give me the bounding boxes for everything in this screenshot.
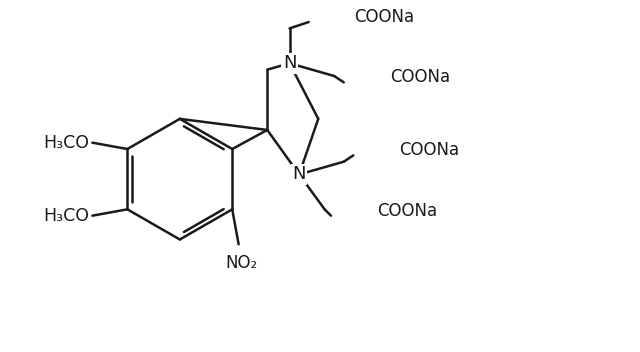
Text: H₃CO: H₃CO xyxy=(43,207,89,225)
Text: NO₂: NO₂ xyxy=(226,254,258,272)
Text: COONa: COONa xyxy=(377,202,437,220)
Text: H₃CO: H₃CO xyxy=(43,134,89,152)
Text: COONa: COONa xyxy=(399,141,460,159)
Text: N: N xyxy=(283,54,296,72)
Text: COONa: COONa xyxy=(390,68,450,86)
Text: COONa: COONa xyxy=(355,8,415,26)
Text: N: N xyxy=(292,165,306,183)
